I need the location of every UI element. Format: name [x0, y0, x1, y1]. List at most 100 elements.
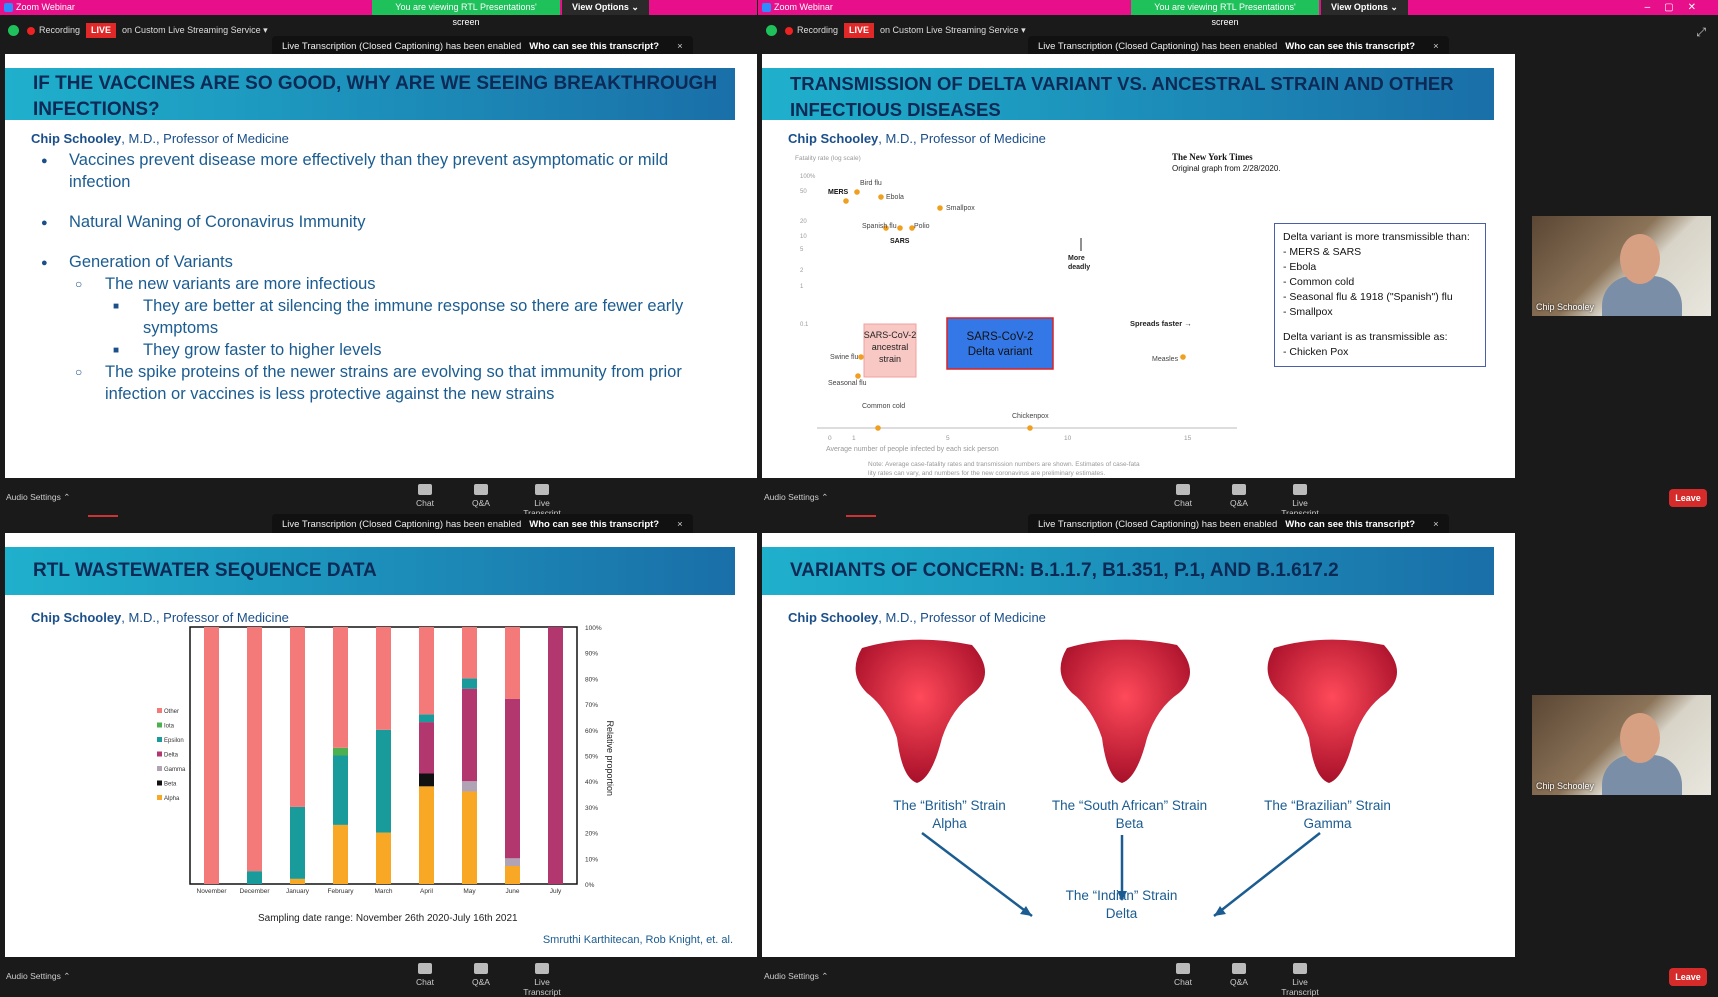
cc-icon	[1293, 484, 1307, 495]
bar-epsilon-march	[376, 729, 391, 833]
cc-icon	[1293, 963, 1307, 974]
arrow-gamma-delta	[1213, 832, 1321, 917]
info-list: - MERS & SARS - Ebola - Common cold - Seaso…	[1283, 245, 1477, 320]
fullscreen-icon[interactable]: ⤢	[1696, 25, 1706, 39]
audio-settings-button[interactable]: Audio Settings ⌃	[6, 492, 71, 502]
x-tick-4: 15	[1184, 435, 1192, 442]
point-7	[858, 354, 864, 360]
recording-bar: Recording LIVE on Custom Live Streaming Se…	[758, 19, 1026, 41]
bullet-3a: The new variants are more infectious	[33, 273, 733, 295]
x-axis-label: Average number of people infected by eac…	[826, 446, 999, 453]
legend-label-beta: Beta	[164, 782, 177, 788]
participant-video-2[interactable]: Chip Schooley	[1532, 695, 1711, 795]
live-transcript-button[interactable]: Live Transcript	[1274, 484, 1326, 518]
security-shield-icon	[8, 25, 19, 37]
bar-iota-february	[333, 747, 348, 756]
point-label-9: Common cold	[862, 403, 905, 410]
point-3	[937, 205, 943, 211]
meeting-controls-top: Audio Settings ⌃ Chat Q&A Live Transcrip…	[758, 481, 1718, 518]
info-title: Delta variant is more transmissible than…	[1283, 231, 1470, 243]
chart-note-2: lity rates can vary, and numbers for the…	[868, 470, 1105, 477]
bar-epsilon-may	[462, 678, 477, 689]
leave-button-2[interactable]: Leave	[1669, 968, 1707, 986]
meeting-controls-bottom: Audio Settings ⌃ Chat Q&A Live Transcrip…	[758, 960, 1718, 997]
point-5	[909, 225, 915, 231]
bar-gamma-june	[505, 858, 520, 867]
legend-label-iota: Iota	[164, 724, 175, 730]
spike-protein-beta	[1060, 639, 1191, 783]
qa-icon	[1232, 484, 1246, 495]
info-item-4: - Smallpox	[1283, 306, 1333, 318]
chat-button[interactable]: Chat	[1158, 484, 1208, 508]
streaming-service-dropdown[interactable]: on Custom Live Streaming Service ▾	[880, 25, 1026, 35]
toast-close-button-2[interactable]: ×	[677, 519, 683, 530]
participant-video-1[interactable]: Chip Schooley	[1532, 216, 1711, 316]
x-tick-0: 0	[828, 435, 832, 442]
view-options-button[interactable]: View Options ⌄	[1321, 0, 1408, 15]
point-label-11: Measles	[1152, 356, 1179, 363]
info-item-2: - Common cold	[1283, 276, 1355, 288]
toast-close-button-2[interactable]: ×	[1433, 519, 1439, 530]
legend-label-other: Other	[164, 709, 179, 715]
security-shield-icon	[766, 25, 777, 37]
more-deadly-label-2: deadly	[1068, 264, 1090, 271]
point-label-4: Spanish flu	[862, 223, 897, 230]
info-as-title: Delta variant is as transmissible as:	[1283, 331, 1448, 343]
chart-credit: Smruthi Karthitecan, Rob Knight, et. al.	[542, 934, 733, 946]
delta-box	[946, 317, 1054, 370]
chat-button[interactable]: Chat	[1158, 963, 1208, 987]
point-label-8: Seasonal flu	[828, 380, 867, 387]
point-6	[897, 225, 903, 231]
y-tick-4: 5	[800, 247, 804, 253]
leave-button[interactable]: Leave	[1669, 489, 1707, 507]
delta-label-2: Delta variant	[968, 346, 1033, 358]
qa-button[interactable]: Q&A	[456, 484, 506, 508]
view-options-button[interactable]: View Options ⌄	[562, 0, 649, 15]
legend-label-alpha: Alpha	[164, 796, 180, 802]
bar-other-february	[333, 627, 348, 748]
bullet-3a2: They grow faster to higher levels	[33, 339, 733, 362]
x-tick-july: July	[550, 888, 562, 895]
point-0	[843, 198, 849, 204]
y-tick-7: 0.1	[800, 322, 809, 328]
streaming-service-dropdown[interactable]: on Custom Live Streaming Service ▾	[122, 25, 268, 35]
toast-close-button[interactable]: ×	[1433, 41, 1439, 52]
transcript-toast: Live Transcription (Closed Captioning) h…	[272, 36, 693, 58]
live-badge[interactable]: LIVE	[844, 23, 875, 39]
spike-protein-alpha	[855, 639, 986, 783]
transcript-info-link-2[interactable]: Who can see this transcript?	[529, 519, 660, 530]
live-transcript-button[interactable]: Live Transcript	[1274, 963, 1326, 997]
bar-delta-july	[548, 627, 563, 884]
chat-button[interactable]: Chat	[400, 484, 450, 508]
toast-close-button[interactable]: ×	[677, 41, 683, 52]
qa-button[interactable]: Q&A	[1214, 484, 1264, 508]
point-label-5: Polio	[914, 223, 930, 230]
live-badge[interactable]: LIVE	[86, 23, 117, 39]
bar-alpha-april	[419, 786, 434, 884]
slide-title: RTL WASTEWATER SEQUENCE DATA	[5, 547, 735, 595]
chat-icon	[1176, 484, 1190, 495]
point-11	[1180, 354, 1186, 360]
audio-settings-button[interactable]: Audio Settings ⌃	[764, 971, 829, 981]
window-controls[interactable]: –▢✕	[1644, 2, 1710, 13]
chat-button[interactable]: Chat	[400, 963, 450, 987]
viewing-banner: You are viewing RTL Presentations' scree…	[372, 0, 560, 27]
bar-delta-june	[505, 698, 520, 859]
bullet-1: Vaccines prevent disease more effectivel…	[33, 149, 733, 193]
live-transcript-button[interactable]: Live Transcript	[516, 963, 568, 997]
app-title: Zoom Webinar	[774, 2, 833, 12]
qa-button[interactable]: Q&A	[1214, 963, 1264, 987]
zoom-window-right: Zoom Webinar You are viewing RTL Present…	[758, 0, 1718, 997]
y-tick-3: 30%	[585, 805, 598, 812]
transcript-info-link[interactable]: Who can see this transcript?	[529, 41, 660, 52]
qa-button[interactable]: Q&A	[456, 963, 506, 987]
transcript-info-link-2[interactable]: Who can see this transcript?	[1285, 519, 1416, 530]
ancestral-box	[863, 323, 917, 378]
audio-settings-button[interactable]: Audio Settings ⌃	[764, 492, 829, 502]
transcript-info-link[interactable]: Who can see this transcript?	[1285, 41, 1416, 52]
slide-breakthrough: IF THE VACCINES ARE SO GOOD, WHY ARE WE …	[5, 54, 757, 478]
nyt-subtitle: Original graph from 2/28/2020.	[1172, 164, 1281, 173]
live-transcript-button[interactable]: Live Transcript	[516, 484, 568, 518]
audio-settings-button[interactable]: Audio Settings ⌃	[6, 971, 71, 981]
bar-other-november	[204, 627, 219, 884]
